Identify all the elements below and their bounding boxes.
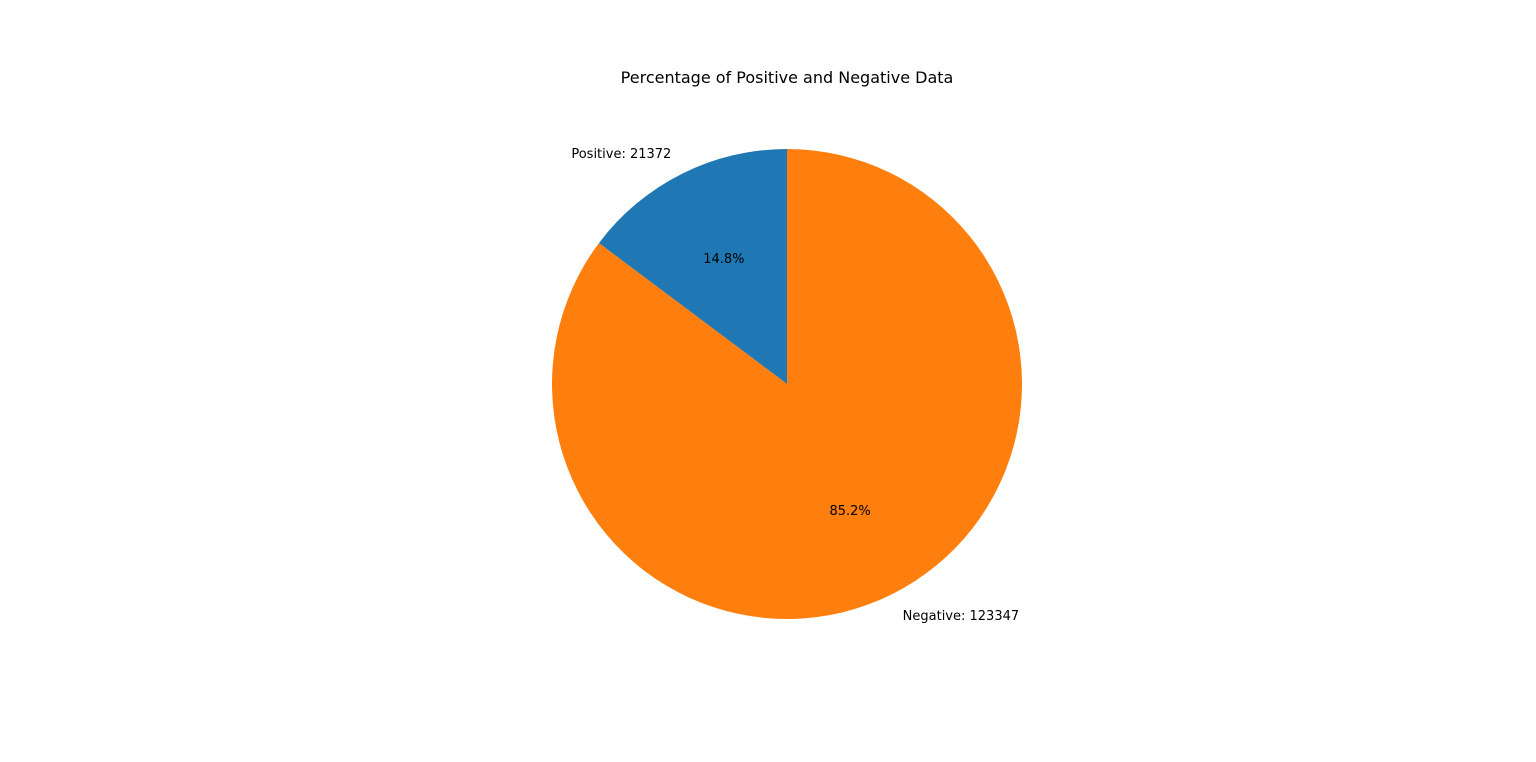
percent-label-positive: 14.8% <box>703 252 744 267</box>
slice-label-positive: Positive: 21372 <box>571 147 671 162</box>
slice-label-negative: Negative: 123347 <box>903 609 1019 624</box>
pie-slice-negative <box>552 149 1023 619</box>
pie-labels: Positive: 21372 14.8% Negative: 123347 85.2… <box>571 147 1019 624</box>
chart-title: Percentage of Positive and Negative Data <box>621 68 954 87</box>
percent-label-negative: 85.2% <box>829 504 870 519</box>
pie-slices <box>552 149 1023 619</box>
pie-slice-positive <box>598 149 787 384</box>
